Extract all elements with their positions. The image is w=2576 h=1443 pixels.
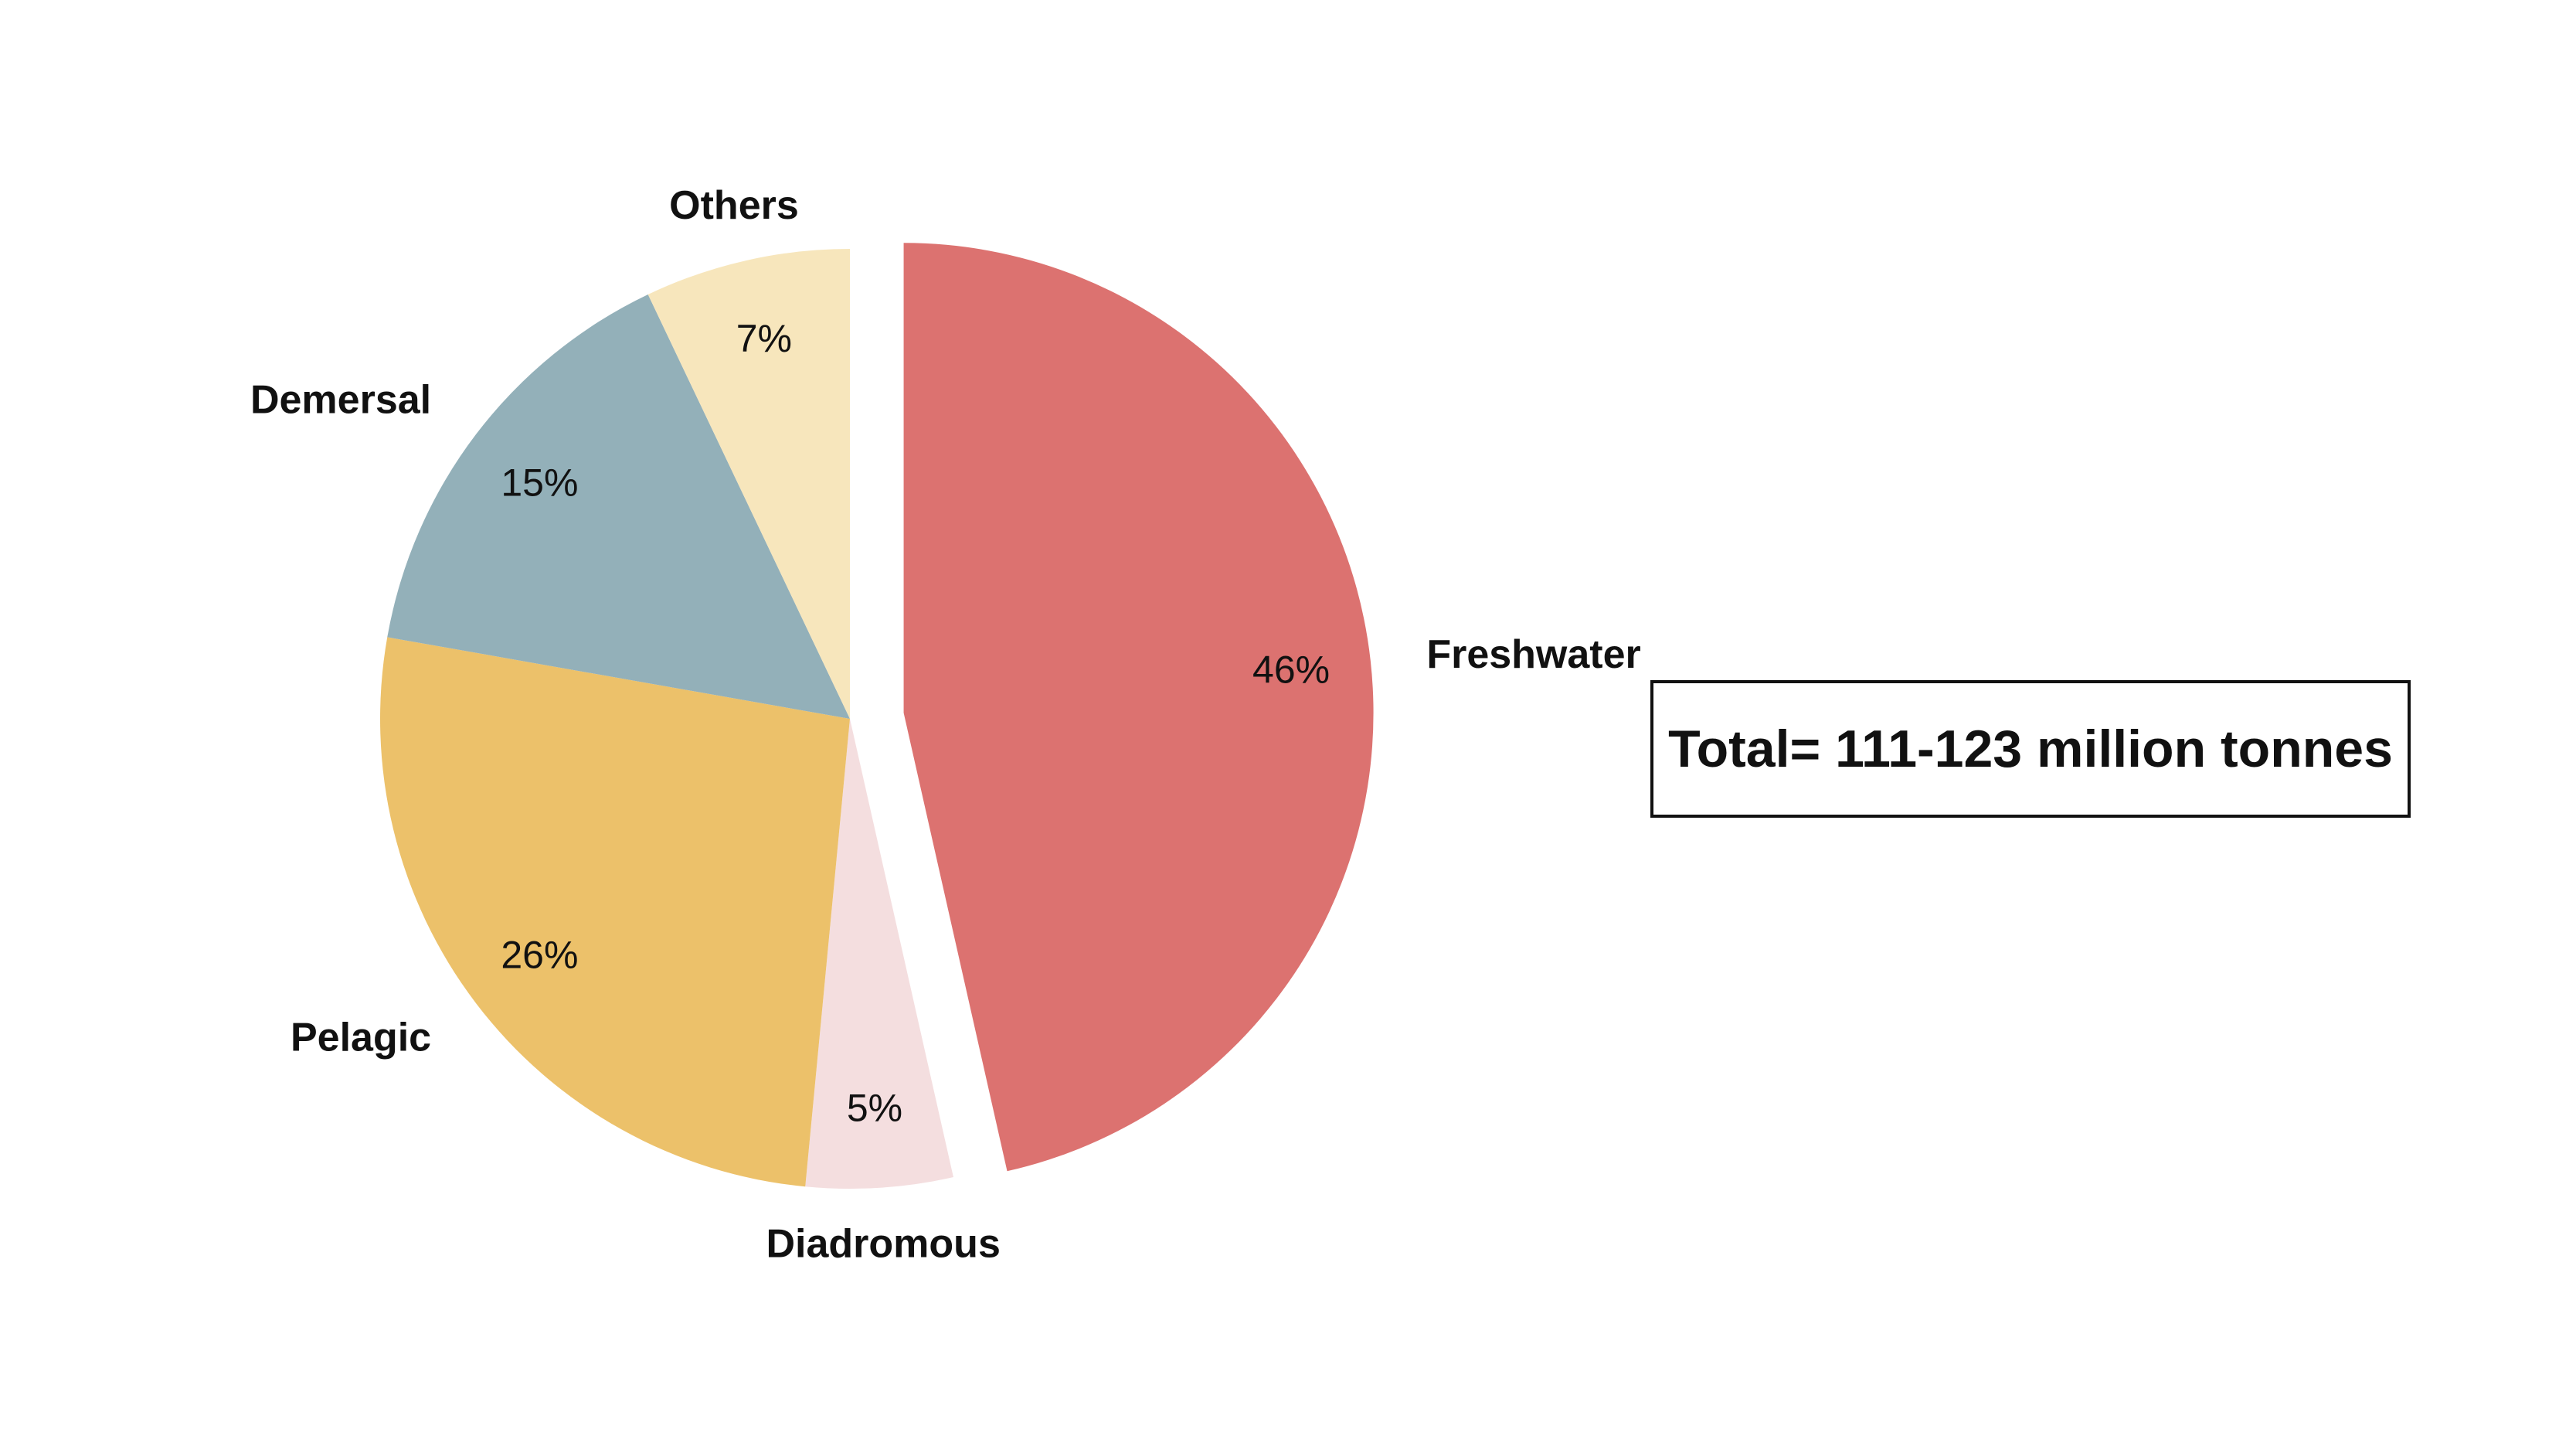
pie-category-label-demersal: Demersal [250,378,431,423]
pie-value-label-diadromous: 5% [847,1087,902,1130]
pie-slice-demersal [387,294,850,720]
pie-value-label-others: 7% [736,317,792,360]
pie-value-label-demersal: 15% [501,461,578,504]
pie-category-label-others: Others [669,183,799,228]
total-annotation-text: Total= 111-123 million tonnes [1668,720,2393,778]
pie-slice-pelagic [379,637,850,1187]
pie-slice-others [647,249,850,719]
pie-value-label-pelagic: 26% [501,934,578,977]
pie-category-label-diadromous: Diadromous [766,1222,1001,1267]
pie-value-label-freshwater: 46% [1252,648,1330,691]
total-annotation-box: Total= 111-123 million tonnes [1650,680,2411,818]
pie-slice-diadromous [805,719,953,1189]
pie-category-label-freshwater: Freshwater [1426,632,1640,677]
pie-category-label-pelagic: Pelagic [291,1015,431,1060]
pie-slice-freshwater [903,243,1374,1172]
